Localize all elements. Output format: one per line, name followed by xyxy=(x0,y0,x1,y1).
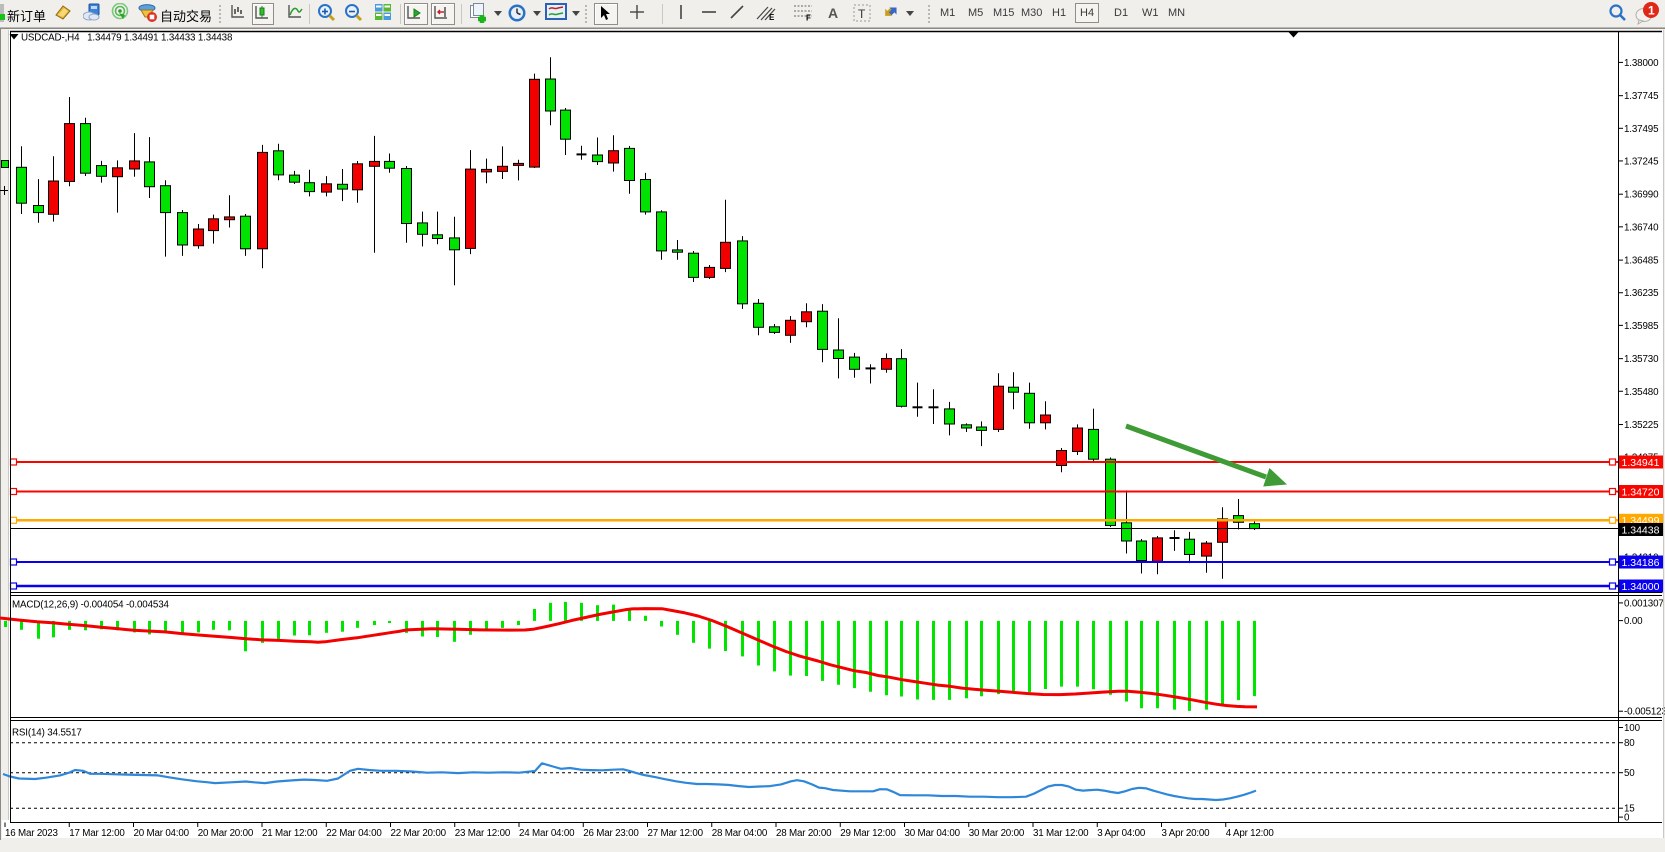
svg-text:23 Mar 12:00: 23 Mar 12:00 xyxy=(455,828,511,839)
svg-text:F: F xyxy=(806,14,811,22)
svg-text:27 Mar 12:00: 27 Mar 12:00 xyxy=(648,828,704,839)
svg-text:1.37495: 1.37495 xyxy=(1624,124,1659,135)
svg-text:22 Mar 04:00: 22 Mar 04:00 xyxy=(326,828,382,839)
svg-text:1.34720: 1.34720 xyxy=(1622,486,1660,498)
svg-text:16 Mar 2023: 16 Mar 2023 xyxy=(5,828,59,839)
svg-text:T: T xyxy=(858,7,866,21)
svg-text:17 Mar 12:00: 17 Mar 12:00 xyxy=(69,828,125,839)
svg-text:30 Mar 20:00: 30 Mar 20:00 xyxy=(969,828,1025,839)
svg-text:21 Mar 12:00: 21 Mar 12:00 xyxy=(262,828,318,839)
svg-text:0.00: 0.00 xyxy=(1624,616,1643,627)
svg-text:USDCAD-,H4 1.34479 1.34491 1: USDCAD-,H4 1.34479 1.34491 1.34433 1.344… xyxy=(21,32,233,43)
svg-text:22 Mar 20:00: 22 Mar 20:00 xyxy=(391,828,447,839)
svg-text:1.38000: 1.38000 xyxy=(1624,58,1659,69)
svg-text:1: 1 xyxy=(1648,4,1655,18)
svg-text:1.36235: 1.36235 xyxy=(1624,288,1659,299)
svg-text:100: 100 xyxy=(1624,723,1641,734)
svg-text:1.37245: 1.37245 xyxy=(1624,156,1659,167)
svg-text:0: 0 xyxy=(1624,813,1630,824)
svg-text:3 Apr 20:00: 3 Apr 20:00 xyxy=(1162,828,1211,839)
svg-text:1.35985: 1.35985 xyxy=(1624,321,1659,332)
svg-text:1.34186: 1.34186 xyxy=(1622,557,1660,569)
svg-text:15: 15 xyxy=(1624,804,1635,815)
svg-text:28 Mar 04:00: 28 Mar 04:00 xyxy=(712,828,768,839)
svg-text:1.35730: 1.35730 xyxy=(1624,354,1659,365)
svg-text:0.001307: 0.001307 xyxy=(1624,598,1664,609)
svg-text:1.34438: 1.34438 xyxy=(1622,524,1660,536)
svg-text:MACD(12,26,9) -0.004054 -0.004: MACD(12,26,9) -0.004054 -0.004534 xyxy=(12,600,170,611)
svg-text:-0.005123: -0.005123 xyxy=(1624,707,1665,718)
svg-text:20 Mar 04:00: 20 Mar 04:00 xyxy=(134,828,190,839)
svg-text:1.36485: 1.36485 xyxy=(1624,256,1659,267)
svg-text:1.35225: 1.35225 xyxy=(1624,420,1659,431)
svg-text:1.37745: 1.37745 xyxy=(1624,91,1659,102)
svg-text:1.34000: 1.34000 xyxy=(1622,581,1660,593)
svg-text:1.34941: 1.34941 xyxy=(1622,457,1660,469)
svg-text:1.35480: 1.35480 xyxy=(1624,387,1659,398)
svg-text:26 Mar 23:00: 26 Mar 23:00 xyxy=(583,828,639,839)
svg-text:1.36990: 1.36990 xyxy=(1624,190,1659,201)
svg-text:31 Mar 12:00: 31 Mar 12:00 xyxy=(1033,828,1089,839)
svg-text:4 Apr 12:00: 4 Apr 12:00 xyxy=(1226,828,1275,839)
svg-text:30 Mar 04:00: 30 Mar 04:00 xyxy=(905,828,961,839)
svg-text:24 Mar 04:00: 24 Mar 04:00 xyxy=(519,828,575,839)
svg-text:28 Mar 20:00: 28 Mar 20:00 xyxy=(776,828,832,839)
svg-text:3 Apr 04:00: 3 Apr 04:00 xyxy=(1097,828,1146,839)
svg-text:80: 80 xyxy=(1624,738,1635,749)
svg-text:50: 50 xyxy=(1624,768,1635,779)
svg-text:20 Mar 20:00: 20 Mar 20:00 xyxy=(198,828,254,839)
svg-text:E: E xyxy=(769,13,775,21)
svg-text:RSI(14) 34.5517: RSI(14) 34.5517 xyxy=(12,728,82,739)
svg-text:29 Mar 12:00: 29 Mar 12:00 xyxy=(840,828,896,839)
svg-text:1.36740: 1.36740 xyxy=(1624,222,1659,233)
